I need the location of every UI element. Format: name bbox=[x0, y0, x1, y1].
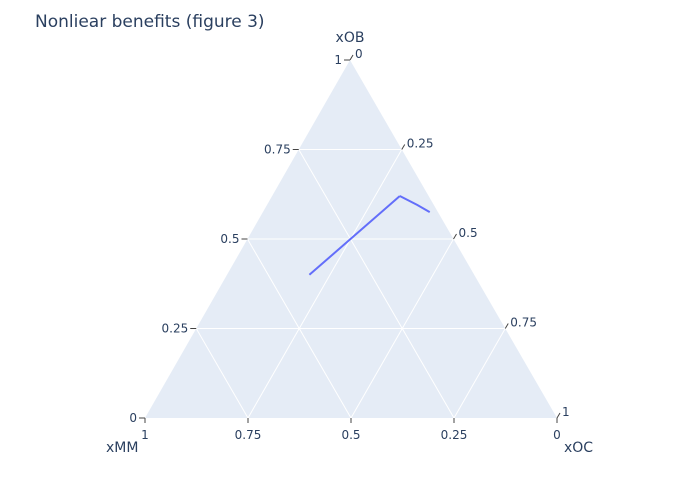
grid-line-b-2 bbox=[195, 328, 249, 419]
grid-line-c-2 bbox=[453, 328, 506, 419]
tick-label-c-4: 1 bbox=[562, 405, 570, 419]
tick-mark-c-1 bbox=[401, 144, 406, 150]
tick-label-c-2: 0.5 bbox=[459, 226, 478, 240]
tick-mark-c-2 bbox=[453, 233, 457, 240]
grid-line-c-0 bbox=[247, 149, 403, 419]
axis-title-xob: xOB bbox=[336, 30, 365, 46]
tick-label-a-2: 0.5 bbox=[220, 232, 239, 246]
data-series bbox=[308, 195, 431, 276]
axis-title-xoc: xOC bbox=[564, 440, 593, 456]
tick-label-b-4: 1 bbox=[141, 428, 149, 442]
grid-line-b-0 bbox=[298, 149, 455, 419]
axis-title-xmm: xMM bbox=[106, 440, 138, 456]
tick-label-c-3: 0.75 bbox=[510, 316, 537, 330]
tick-mark-c-3 bbox=[504, 323, 509, 329]
tick-label-b-2: 0.5 bbox=[341, 428, 360, 442]
series-line-0 bbox=[308, 195, 401, 276]
series-line-1 bbox=[399, 195, 431, 214]
tick-label-c-0: 0 bbox=[355, 47, 363, 61]
grid-line-c-1 bbox=[350, 238, 454, 419]
chart-title: Nonliear benefits (figure 3) bbox=[35, 12, 265, 32]
grid-line-b-1 bbox=[247, 238, 352, 419]
tick-label-b-3: 0.75 bbox=[235, 428, 262, 442]
tick-mark-c-0 bbox=[349, 54, 354, 61]
tick-label-a-1: 0.25 bbox=[162, 322, 189, 336]
tick-label-a-3: 0.75 bbox=[264, 143, 291, 157]
tick-label-b-1: 0.25 bbox=[441, 428, 468, 442]
tick-label-a-4: 1 bbox=[334, 53, 342, 67]
tick-mark-c-4 bbox=[556, 412, 561, 419]
tick-label-a-0: 0 bbox=[129, 411, 137, 425]
tick-label-b-0: 0 bbox=[553, 428, 561, 442]
tick-label-c-1: 0.25 bbox=[407, 137, 434, 151]
